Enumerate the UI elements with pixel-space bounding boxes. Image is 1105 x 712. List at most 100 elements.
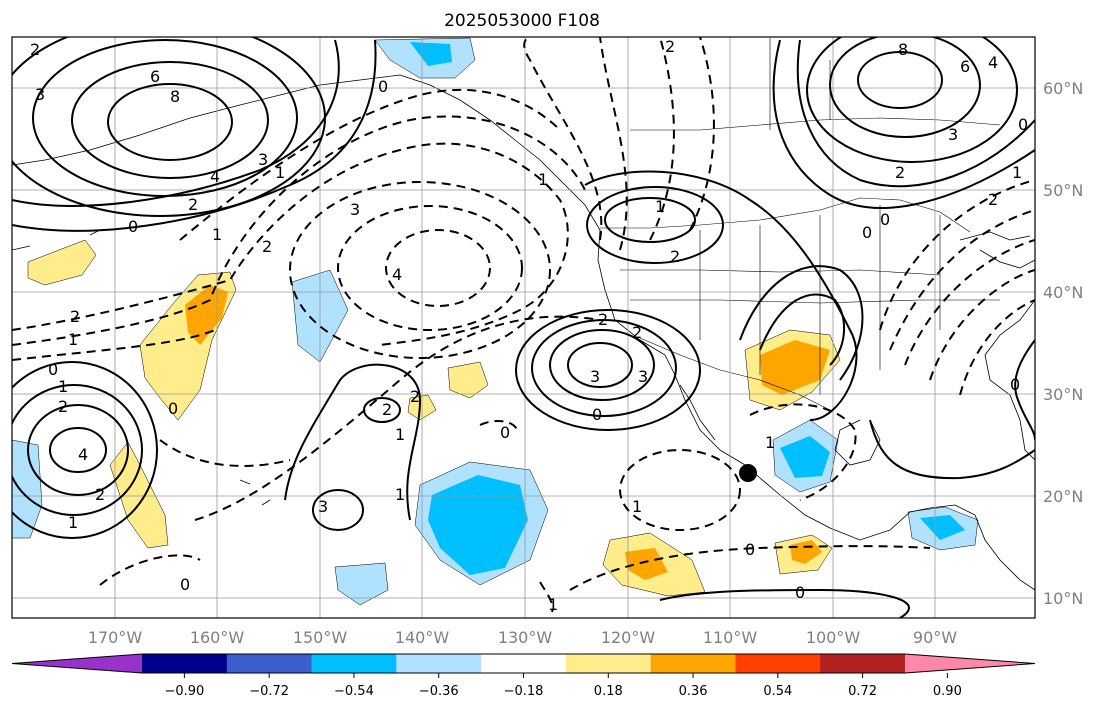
colorbar-tick-label: −0.36 — [419, 684, 459, 699]
colorbar-segment — [311, 654, 397, 673]
figure-title: 2025053000 F108 — [444, 11, 600, 31]
contour-label: 1 — [765, 433, 775, 452]
contour-label: 6 — [960, 57, 970, 76]
lon-label: 160°W — [190, 628, 245, 647]
shade-positive-core — [760, 340, 830, 395]
contour-label: 4 — [210, 167, 220, 186]
contour-label: 2 — [262, 237, 272, 256]
contour-label: 4 — [988, 53, 998, 72]
shade-negative-region — [334, 562, 389, 606]
contour-label: 1 — [548, 595, 558, 614]
colorbar-segment — [226, 654, 313, 673]
shade-negative-core — [780, 436, 830, 478]
contour-label: 2 — [410, 387, 420, 406]
contour-label: 0 — [1010, 375, 1020, 394]
lon-label: 110°W — [703, 628, 758, 647]
latitude-axis: 60°N 50°N 40°N 30°N 20°N 10°N — [1043, 79, 1083, 608]
contour-label: 2 — [188, 195, 198, 214]
colorbar-segment — [820, 654, 906, 673]
shade-positive-region — [27, 239, 97, 286]
contour-label: 0 — [745, 540, 755, 559]
colorbar-tick-label: −0.54 — [334, 684, 374, 699]
lat-label: 50°N — [1043, 181, 1083, 200]
contour-label: 4 — [392, 265, 402, 284]
colorbar-segment — [396, 654, 482, 673]
colorbar-tick-label: 0.90 — [933, 684, 962, 699]
contour-label: 2 — [895, 163, 905, 182]
contour-label: 1 — [395, 485, 405, 504]
contour-label: 0 — [1018, 115, 1028, 134]
colorbar-segment — [481, 654, 567, 673]
contour-label: 2 — [95, 485, 105, 504]
coastlines — [12, 74, 1035, 591]
lon-label: 120°W — [601, 628, 656, 647]
contour-label: 1 — [68, 330, 78, 349]
contour-label: 2 — [382, 400, 392, 419]
contour-label: 1 — [655, 197, 665, 216]
colorbar-tick-label: 0.72 — [848, 684, 877, 699]
colorbar-tick-label: 0.36 — [679, 684, 708, 699]
location-marker — [739, 464, 757, 482]
contour-label: 0 — [880, 210, 890, 229]
lon-label: 100°W — [806, 628, 861, 647]
colorbar-segment — [735, 654, 821, 673]
contour-label: 2 — [665, 37, 675, 56]
contour-label: 0 — [378, 77, 388, 96]
shade-positive-region — [447, 361, 489, 399]
negative-contours — [12, 37, 1035, 613]
contour-label: 1 — [395, 425, 405, 444]
contour-label: 0 — [795, 583, 805, 602]
contour-label: 0 — [48, 360, 58, 379]
colorbar-tick-label: 0.18 — [594, 684, 623, 699]
lon-label: 140°W — [395, 628, 450, 647]
colorbar-tick-label: 0.54 — [763, 684, 792, 699]
contour-label: 6 — [150, 67, 160, 86]
map-panel: 2 3 6 8 4 3 2 1 0 1 2 3 4 2 1 0 1 2 3 4 … — [12, 37, 1035, 618]
contour-label: 3 — [590, 367, 600, 386]
contour-label: 0 — [862, 223, 872, 242]
contour-label: 4 — [78, 445, 88, 464]
contour-label: 0 — [180, 575, 190, 594]
shaded-regions — [12, 37, 979, 606]
contour-label: 3 — [948, 125, 958, 144]
contour-label: 8 — [898, 40, 908, 59]
lon-label: 170°W — [88, 628, 143, 647]
colorbar-extend-high — [905, 654, 1035, 673]
contour-label: 3 — [638, 367, 648, 386]
political-borders — [600, 38, 1001, 411]
contour-label: 0 — [168, 399, 178, 418]
contour-label: 3 — [258, 150, 268, 169]
lon-label: 90°W — [913, 628, 957, 647]
lat-label: 10°N — [1043, 589, 1083, 608]
contour-label: 1 — [212, 225, 222, 244]
shade-negative-region — [12, 439, 43, 539]
colorbar-segment — [650, 654, 736, 673]
colorbar-segment — [142, 654, 228, 673]
lat-label: 30°N — [1043, 385, 1083, 404]
contour-label: 1 — [68, 513, 78, 532]
lat-label: 20°N — [1043, 487, 1083, 506]
colorbar-tick-label: −0.18 — [504, 684, 544, 699]
lon-label: 130°W — [498, 628, 553, 647]
map-frame — [11, 36, 1036, 619]
contour-label: 2 — [70, 307, 80, 326]
contour-label: 1 — [1012, 163, 1022, 182]
colorbar-outline — [11, 653, 1036, 674]
contour-label: 0 — [500, 423, 510, 442]
shade-negative-core — [410, 42, 452, 66]
contour-label: 2 — [58, 397, 68, 416]
lon-label: 150°W — [293, 628, 348, 647]
lat-label: 40°N — [1043, 283, 1083, 302]
contour-label: 2 — [598, 310, 608, 329]
colorbar-extend-low — [12, 654, 142, 673]
shade-positive-core — [790, 540, 822, 564]
positive-contours — [12, 37, 1035, 618]
contour-label: 3 — [35, 85, 45, 104]
contour-label: 3 — [318, 497, 328, 516]
contour-label: 1 — [632, 497, 642, 516]
contour-label: 8 — [170, 87, 180, 106]
contour-label: 1 — [275, 163, 285, 182]
contour-label: 1 — [58, 377, 68, 396]
shade-negative-core — [920, 515, 965, 540]
